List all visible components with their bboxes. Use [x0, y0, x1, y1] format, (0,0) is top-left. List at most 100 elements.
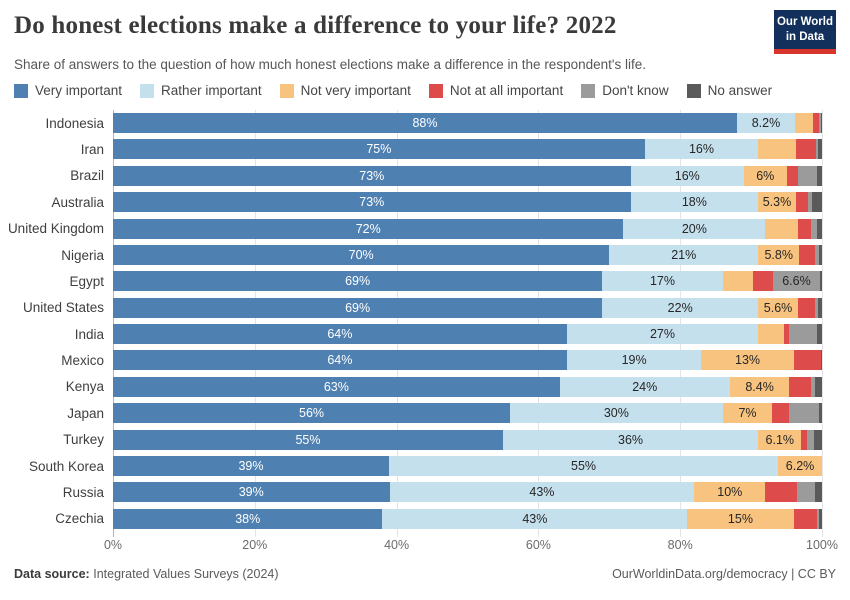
bar-segment-no-answer[interactable]: [820, 113, 822, 133]
bar-segment-don-t-know[interactable]: [814, 244, 820, 265]
bar-segment-not-very-important[interactable]: [795, 113, 814, 133]
bar-segment-very-important[interactable]: 55%: [113, 429, 503, 450]
bar-segment-rather-important[interactable]: 16%: [644, 139, 759, 160]
bar-segment-rather-important[interactable]: 43%: [389, 482, 695, 503]
bar-segment-rather-important[interactable]: 43%: [382, 508, 688, 529]
bar-segment-not-at-all-important[interactable]: [753, 271, 774, 292]
bar-segment-don-t-know[interactable]: [810, 218, 817, 239]
bar-segment-very-important[interactable]: 73%: [113, 165, 631, 186]
bar-segment-rather-important[interactable]: 30%: [510, 403, 723, 424]
bar-segment-not-very-important[interactable]: 5.8%: [758, 244, 800, 265]
bar-segment-not-very-important[interactable]: 13%: [701, 350, 794, 371]
bar-segment-very-important[interactable]: 56%: [113, 403, 511, 424]
bar-segment-not-at-all-important[interactable]: [765, 482, 798, 503]
legend-item-don-t-know[interactable]: Don't know: [581, 83, 669, 98]
bar-segment-not-very-important[interactable]: 6.2%: [778, 455, 822, 476]
bar-segment-no-answer[interactable]: [812, 192, 822, 213]
bar-segment-not-at-all-important[interactable]: [793, 350, 821, 371]
bar-segment-don-t-know[interactable]: [808, 192, 813, 213]
bar-segment-rather-important[interactable]: 17%: [602, 271, 723, 292]
bar-segment-rather-important[interactable]: 55%: [388, 455, 779, 476]
bar-segment-very-important[interactable]: 72%: [113, 218, 624, 239]
bar-segment-don-t-know[interactable]: 6.6%: [773, 271, 820, 292]
bar-segment-rather-important[interactable]: 19%: [566, 350, 702, 371]
bar-segment-rather-important[interactable]: 22%: [602, 297, 759, 318]
legend-item-rather-important[interactable]: Rather important: [140, 83, 262, 98]
bar-segment-don-t-know[interactable]: [817, 508, 820, 529]
bar-segment-very-important[interactable]: 69%: [113, 271, 603, 292]
bar-segment-very-important[interactable]: 63%: [113, 376, 560, 397]
bar-segment-not-very-important[interactable]: 15%: [687, 508, 794, 529]
bar-segment-no-answer[interactable]: [817, 297, 822, 318]
bar-segment-very-important[interactable]: 88%: [113, 113, 737, 133]
bar-segment-very-important[interactable]: 69%: [113, 297, 603, 318]
bar-segment-very-important[interactable]: 38%: [113, 508, 383, 529]
legend-item-very-important[interactable]: Very important: [14, 83, 122, 98]
bar-segment-don-t-know[interactable]: [797, 482, 815, 503]
bar-segment-don-t-know[interactable]: [810, 376, 815, 397]
bar-segment-rather-important[interactable]: 16%: [630, 165, 744, 186]
bar-segment-don-t-know[interactable]: [815, 139, 818, 160]
bar-segment-very-important[interactable]: 39%: [113, 482, 390, 503]
bar-segment-not-very-important[interactable]: [758, 139, 797, 160]
bar-segment-no-answer[interactable]: [817, 139, 822, 160]
bar-segment-rather-important[interactable]: 21%: [609, 244, 759, 265]
bar-segment-not-at-all-important[interactable]: [813, 113, 820, 133]
bar-segment-not-very-important[interactable]: [758, 324, 785, 344]
bar-segment-don-t-know[interactable]: [814, 297, 818, 318]
bar-segment-rather-important[interactable]: 18%: [630, 192, 759, 213]
bar-segment-not-very-important[interactable]: 6.1%: [758, 429, 802, 450]
bar-segment-not-very-important[interactable]: 7%: [722, 403, 773, 424]
bar-segment-not-at-all-important[interactable]: [801, 429, 808, 450]
bar-segment-no-answer[interactable]: [819, 403, 822, 424]
bar-segment-no-answer[interactable]: [817, 165, 822, 186]
owid-logo[interactable]: Our World in Data: [774, 10, 836, 54]
footer-link[interactable]: OurWorldinData.org/democracy | CC BY: [612, 567, 836, 581]
bar-segment-no-answer[interactable]: [819, 508, 822, 529]
bar-segment-not-very-important[interactable]: 5.3%: [758, 192, 796, 213]
bar-segment-no-answer[interactable]: [819, 244, 822, 265]
bar-segment-rather-important[interactable]: 20%: [623, 218, 766, 239]
bar-segment-rather-important[interactable]: 24%: [559, 376, 730, 397]
bar-segment-not-at-all-important[interactable]: [784, 324, 789, 344]
bar-segment-very-important[interactable]: 64%: [113, 324, 567, 344]
bar-segment-no-answer[interactable]: [814, 482, 822, 503]
bar-segment-no-answer[interactable]: [820, 350, 822, 371]
bar-segment-no-answer[interactable]: [814, 376, 822, 397]
bar-segment-rather-important[interactable]: 8.2%: [736, 113, 796, 133]
bar-segment-not-very-important[interactable]: 6%: [744, 165, 787, 186]
bar-segment-not-very-important[interactable]: 5.6%: [758, 297, 798, 318]
bar-segment-not-at-all-important[interactable]: [789, 376, 811, 397]
bar-segment-very-important[interactable]: 70%: [113, 244, 610, 265]
bar-segment-not-at-all-important[interactable]: [786, 165, 798, 186]
bar-segment-very-important[interactable]: 64%: [113, 350, 567, 371]
bar-segment-not-at-all-important[interactable]: [797, 297, 815, 318]
bar-segment-no-answer[interactable]: [817, 324, 822, 344]
bar-segment-don-t-know[interactable]: [789, 403, 820, 424]
legend-item-not-at-all-important[interactable]: Not at all important: [428, 83, 563, 98]
bar-segment-no-answer[interactable]: [819, 271, 822, 292]
bar-segment-not-at-all-important[interactable]: [796, 139, 816, 160]
bar-segment-not-at-all-important[interactable]: [799, 244, 815, 265]
bar-segment-no-answer[interactable]: [814, 429, 822, 450]
legend-item-no-answer[interactable]: No answer: [686, 83, 772, 98]
bar-segment-not-at-all-important[interactable]: [797, 218, 811, 239]
bar-segment-not-at-all-important[interactable]: [795, 192, 809, 213]
bar-segment-don-t-know[interactable]: [819, 113, 821, 133]
bar-segment-not-very-important[interactable]: [765, 218, 798, 239]
bar-segment-don-t-know[interactable]: [807, 429, 815, 450]
bar-segment-very-important[interactable]: 73%: [113, 192, 631, 213]
bar-segment-not-at-all-important[interactable]: [772, 403, 790, 424]
bar-segment-very-important[interactable]: 75%: [113, 139, 645, 160]
bar-segment-not-very-important[interactable]: 10%: [694, 482, 766, 503]
bar-segment-not-very-important[interactable]: [722, 271, 754, 292]
bar-segment-not-at-all-important[interactable]: [793, 508, 817, 529]
bar-segment-don-t-know[interactable]: [788, 324, 817, 344]
bar-segment-rather-important[interactable]: 27%: [566, 324, 759, 344]
bar-segment-very-important[interactable]: 39%: [113, 455, 389, 476]
bar-segment-not-very-important[interactable]: 8.4%: [729, 376, 790, 397]
legend-item-not-very-important[interactable]: Not very important: [279, 83, 411, 98]
bar-segment-no-answer[interactable]: [817, 218, 822, 239]
bar-segment-don-t-know[interactable]: [797, 165, 818, 186]
bar-segment-rather-important[interactable]: 36%: [502, 429, 759, 450]
